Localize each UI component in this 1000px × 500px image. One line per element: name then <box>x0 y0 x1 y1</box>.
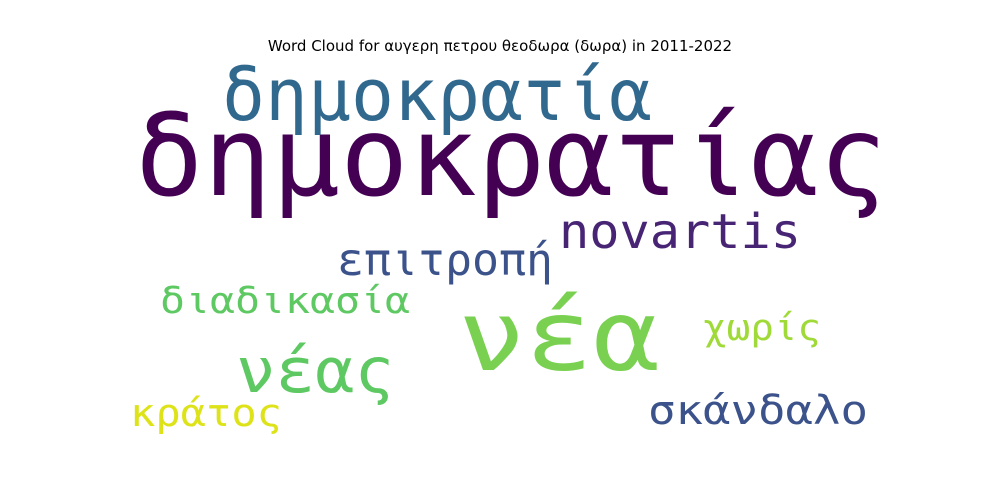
word-8: διαδικασία <box>160 281 410 322</box>
word-1: νέα <box>458 280 660 394</box>
word-6: σκάνδαλο <box>648 388 868 434</box>
word-3: νέας <box>236 334 394 407</box>
chart-title: Word Cloud for αυγερη πετρου θεοδωρα (δω… <box>267 37 733 55</box>
word-2: δημοκρατία <box>222 53 652 137</box>
word-5: επιτροπή <box>337 235 553 286</box>
word-0: δημοκρατίας <box>135 93 887 221</box>
word-4: novartis <box>559 204 801 260</box>
word-9: χωρίς <box>703 308 821 349</box>
word-7: κράτος <box>130 391 282 435</box>
